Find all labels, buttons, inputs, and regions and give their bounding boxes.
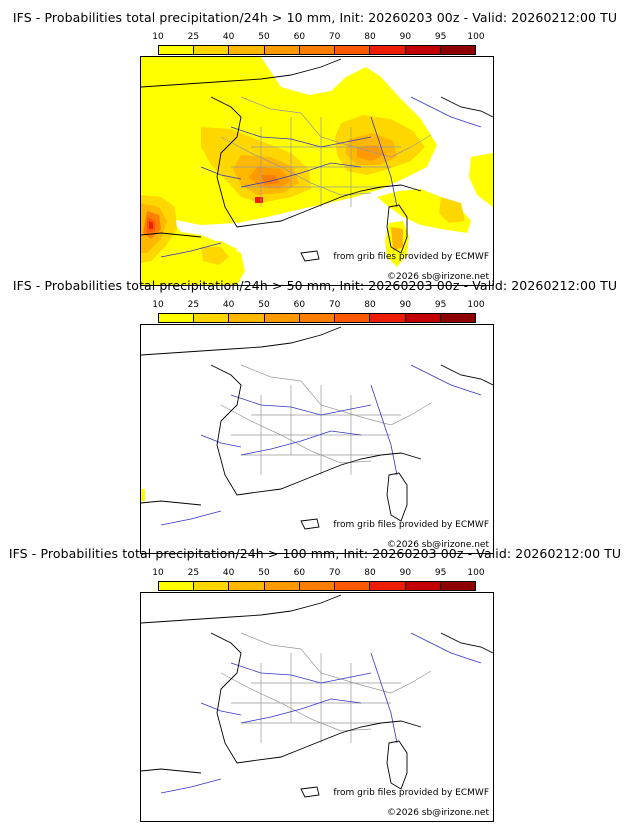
scale-swatch (229, 582, 265, 590)
map-svg (141, 326, 493, 530)
scale-label: 60 (293, 32, 306, 42)
scale-swatch (405, 582, 441, 590)
credit-source: from grib files provided by ECMWF (333, 520, 489, 530)
coastlines (141, 594, 493, 798)
scale-swatch (264, 314, 300, 322)
scale-swatch (159, 314, 195, 322)
borders (220, 632, 432, 743)
scale-label: 95 (434, 32, 447, 42)
scale-label: 70 (328, 32, 341, 42)
scale-swatch (194, 314, 230, 322)
scale-label: 50 (258, 568, 270, 578)
probability-color-scale: 10 25 40 50 60 70 80 90 95 100 (152, 300, 485, 323)
precip-field (141, 489, 145, 501)
scale-label: 40 (222, 32, 235, 42)
scale-swatch (159, 46, 195, 54)
scale-swatch (335, 46, 371, 54)
scale-swatch (440, 46, 475, 54)
scale-bar (158, 45, 476, 55)
scale-swatch (194, 46, 230, 54)
scale-swatch (405, 46, 441, 54)
scale-label: 70 (328, 300, 341, 310)
scale-label: 25 (187, 300, 200, 310)
scale-labels: 10 25 40 50 60 70 80 90 95 100 (152, 300, 484, 312)
rivers (160, 96, 482, 258)
scale-swatch (229, 314, 265, 322)
scale-label: 100 (467, 568, 485, 578)
credit-copyright: ©2026 sb@irizone.net (387, 808, 489, 818)
scale-label: 50 (258, 32, 270, 42)
map-svg (141, 57, 493, 285)
scale-swatch (370, 314, 406, 322)
credit-copyright: ©2026 sb@irizone.net (387, 272, 489, 282)
scale-swatch (405, 314, 441, 322)
map-panel-10mm: IFS - Probabilities total precipitation/… (0, 8, 630, 286)
rivers (160, 364, 482, 526)
borders (220, 96, 432, 207)
scale-swatch (440, 582, 475, 590)
scale-swatch (370, 46, 406, 54)
scale-label: 40 (222, 300, 235, 310)
coastlines (141, 58, 493, 262)
panel-title: IFS - Probabilities total precipitation/… (8, 546, 622, 561)
scale-label: 10 (152, 32, 164, 42)
coastlines (141, 326, 493, 530)
credit-source: from grib files provided by ECMWF (333, 252, 489, 262)
scale-label: 80 (364, 300, 376, 310)
map-svg (141, 594, 493, 798)
scale-label: 25 (187, 32, 200, 42)
probability-color-scale: 10 25 40 50 60 70 80 90 95 100 (152, 568, 485, 591)
scale-label: 25 (187, 568, 200, 578)
scale-bar (158, 581, 476, 591)
map-panel-50mm: IFS - Probabilities total precipitation/… (0, 276, 630, 554)
scale-label: 95 (434, 300, 447, 310)
scale-bar (158, 313, 476, 323)
probability-color-scale: 10 25 40 50 60 70 80 90 95 100 (152, 32, 485, 55)
panel-title: IFS - Probabilities total precipitation/… (12, 278, 618, 293)
scale-swatch (299, 46, 336, 54)
scale-swatch (299, 314, 336, 322)
scale-swatch (194, 582, 230, 590)
scale-label: 95 (434, 568, 447, 578)
scale-swatch (335, 314, 371, 322)
scale-label: 90 (399, 32, 412, 42)
panel-title: IFS - Probabilities total precipitation/… (12, 10, 618, 25)
probability-map[interactable]: from grib files provided by ECMWF ©2026 … (140, 592, 494, 822)
scale-swatch (335, 582, 371, 590)
scale-label: 70 (328, 568, 341, 578)
scale-label: 100 (467, 32, 485, 42)
borders (220, 364, 432, 475)
scale-label: 80 (364, 568, 376, 578)
scale-label: 90 (399, 568, 412, 578)
credit-source: from grib files provided by ECMWF (333, 788, 489, 798)
scale-swatch (159, 582, 195, 590)
scale-label: 40 (222, 568, 235, 578)
scale-label: 60 (293, 568, 306, 578)
scale-label: 60 (293, 300, 306, 310)
scale-label: 100 (467, 300, 485, 310)
probability-map[interactable]: from grib files provided by ECMWF ©2026 … (140, 56, 494, 286)
scale-labels: 10 25 40 50 60 70 80 90 95 100 (152, 568, 484, 580)
credit-copyright: ©2026 sb@irizone.net (387, 540, 489, 550)
scale-label: 10 (152, 568, 164, 578)
scale-label: 90 (399, 300, 412, 310)
scale-swatch (229, 46, 265, 54)
scale-swatch (264, 46, 300, 54)
probability-map[interactable]: from grib files provided by ECMWF ©2026 … (140, 324, 494, 554)
scale-labels: 10 25 40 50 60 70 80 90 95 100 (152, 32, 484, 44)
map-panel-100mm: IFS - Probabilities total precipitation/… (0, 544, 630, 822)
scale-swatch (370, 582, 406, 590)
scale-label: 80 (364, 32, 376, 42)
scale-swatch (299, 582, 336, 590)
scale-label: 50 (258, 300, 270, 310)
rivers (160, 632, 482, 794)
scale-swatch (264, 582, 300, 590)
scale-swatch (440, 314, 475, 322)
scale-label: 10 (152, 300, 164, 310)
